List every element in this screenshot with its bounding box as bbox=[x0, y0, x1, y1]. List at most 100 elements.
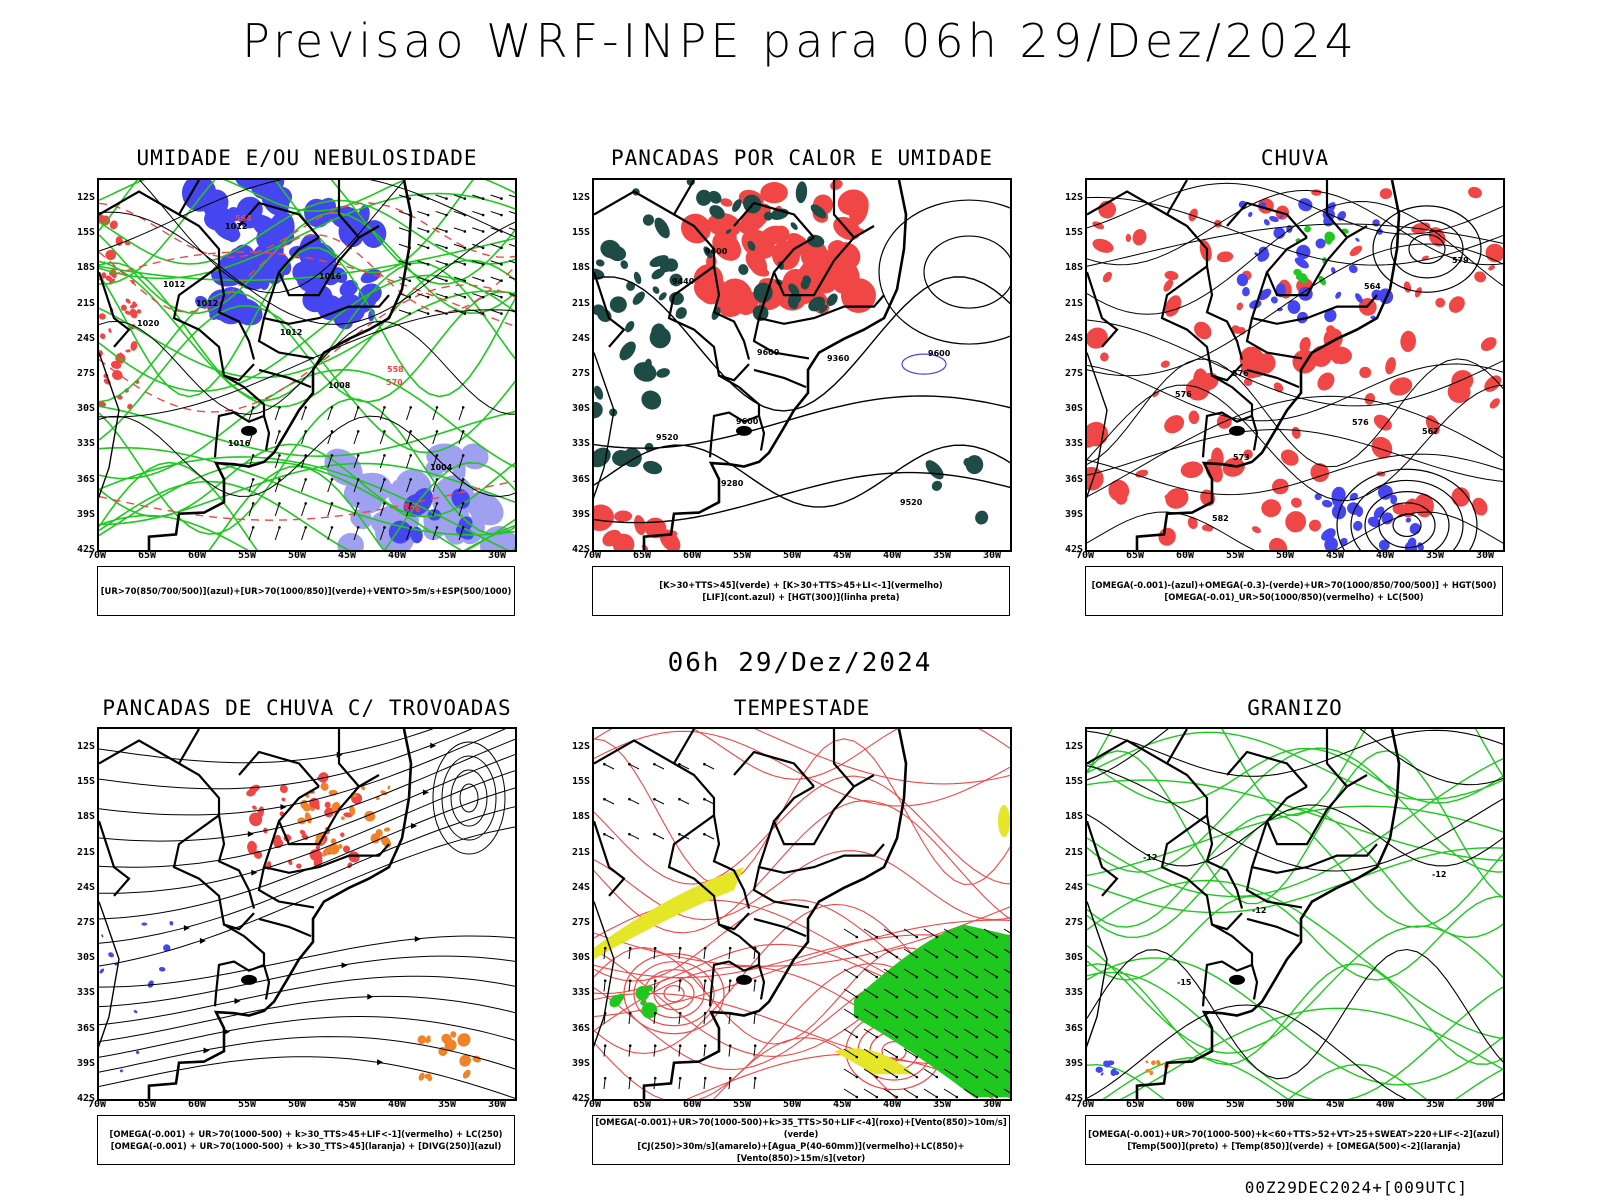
map-borders bbox=[99, 729, 413, 1099]
lon-tick-label: 40W bbox=[882, 550, 902, 561]
legend-box-tempestade: [OMEGA(-0.001)+UR>70(1000-500)+k>35_TTS>… bbox=[592, 1115, 1010, 1165]
legend-line: [OMEGA(-0.001) + UR>70(1000-500) + k>30_… bbox=[109, 1129, 503, 1139]
lon-tick-label: 40W bbox=[387, 1099, 407, 1110]
lon-tick-label: 30W bbox=[1475, 550, 1495, 561]
lat-tick-label: 39S bbox=[1064, 1057, 1083, 1069]
map-canvas-granizo: -12 -12 -15 -12 bbox=[1087, 729, 1503, 1099]
lon-tick-label: 35W bbox=[1425, 1099, 1445, 1110]
map-canvas-pancadas-por-calor-e-umidade: 9600 9600 9600 9520 9520 9440 9360 9280 9600 bbox=[594, 180, 1010, 550]
lon-tick-label: 65W bbox=[632, 1099, 652, 1110]
lon-tick-label: 50W bbox=[782, 550, 802, 561]
legend-line: [OMEGA(-0.001) + UR>70(1000-500) + k>30_… bbox=[110, 1141, 502, 1151]
legend-box-pancadas-de-chuva-c-trovoadas: [OMEGA(-0.001) + UR>70(1000-500) + k>30_… bbox=[97, 1115, 515, 1165]
legend-line: [OMEGA(-0.001)+UR>70(1000-500)+k<60+TTS>… bbox=[1088, 1129, 1500, 1139]
lon-tick-label: 40W bbox=[387, 550, 407, 561]
lat-tick-label: 12S bbox=[76, 741, 95, 752]
lat-tick-label: 42S bbox=[571, 544, 590, 555]
contour-label: 1008 bbox=[328, 381, 351, 390]
lat-tick-label: 12S bbox=[571, 192, 590, 203]
panel-title-umidade-e-ou-nebulosidade: UMIDADE E/OU NEBULOSIDADE bbox=[136, 146, 478, 170]
lon-tick-label: 65W bbox=[137, 1099, 157, 1110]
main-title: Previsao WRF-INPE para 06h 29/Dez/2024 bbox=[242, 14, 1358, 68]
lat-tick-label: 21S bbox=[1064, 846, 1083, 858]
valid-time-label: 06h 29/Dez/2024 bbox=[667, 648, 933, 678]
lat-tick-label: 24S bbox=[571, 332, 590, 344]
panel-title-chuva: CHUVA bbox=[1260, 146, 1330, 170]
contour-label: 1012 bbox=[225, 222, 247, 231]
lat-tick-label: 30S bbox=[1064, 952, 1083, 964]
lon-tick-label: 40W bbox=[882, 1099, 902, 1110]
contour-label: 558 bbox=[387, 365, 404, 374]
legend-box-umidade-e-ou-nebulosidade: [UR>70(850/700/500)](azul)+[UR>70(1000/8… bbox=[97, 566, 515, 616]
lon-tick-label: 45W bbox=[832, 1099, 852, 1110]
panel-title-granizo: GRANIZO bbox=[1247, 696, 1343, 720]
contour-label: 9360 bbox=[827, 354, 850, 363]
lon-tick-label: 40W bbox=[1375, 1099, 1395, 1110]
lat-tick-label: 30S bbox=[1064, 403, 1083, 415]
lon-tick-label: 70W bbox=[582, 550, 602, 561]
lat-tick-label: 42S bbox=[1064, 544, 1083, 555]
lat-tick-label: 21S bbox=[571, 297, 590, 309]
lon-tick-label: 70W bbox=[1075, 1099, 1095, 1110]
lon-tick-label: 55W bbox=[1225, 1099, 1245, 1110]
contour-label: 564 bbox=[1364, 282, 1381, 291]
lon-tick-label: 70W bbox=[87, 1099, 107, 1110]
lon-tick-label: 45W bbox=[337, 1099, 357, 1110]
legend-line: [Temp(500)](preto) + [Temp(850)](verde) … bbox=[1127, 1141, 1461, 1151]
lat-tick-label: 33S bbox=[76, 438, 95, 450]
lat-tick-label: 33S bbox=[1064, 438, 1083, 450]
lon-tick-label: 65W bbox=[137, 550, 157, 561]
map-panel-umidade-e-ou-nebulosidade: 1012 1012 1012 1012 1016 1016 1020 1008 1004 570 5… bbox=[97, 178, 517, 552]
lat-tick-label: 15S bbox=[571, 227, 590, 239]
lat-tick-label: 24S bbox=[1064, 332, 1083, 344]
lat-tick-label: 18S bbox=[76, 262, 95, 274]
lat-tick-label: 27S bbox=[76, 917, 95, 928]
lat-tick-label: 39S bbox=[571, 1057, 590, 1069]
map-borders bbox=[594, 180, 908, 550]
lon-tick-label: 50W bbox=[287, 550, 307, 561]
map-panel-granizo: -12 -12 -15 -12 bbox=[1085, 727, 1505, 1101]
contour-label: 9600 bbox=[705, 247, 728, 256]
lat-tick-label: 18S bbox=[1064, 811, 1083, 823]
lon-tick-label: 50W bbox=[287, 1099, 307, 1110]
contour-label: -15 bbox=[1177, 978, 1192, 987]
contour-label: -12 bbox=[1432, 870, 1446, 879]
contour-label: 570 bbox=[386, 378, 403, 387]
lat-tick-label: 24S bbox=[76, 881, 95, 893]
lat-tick-label: 33S bbox=[571, 438, 590, 450]
lon-tick-label: 55W bbox=[1225, 550, 1245, 561]
lat-tick-label: 15S bbox=[76, 776, 95, 788]
panel-title-tempestade: TEMPESTADE bbox=[733, 696, 871, 720]
lon-tick-label: 55W bbox=[732, 1099, 752, 1110]
lat-tick-label: 18S bbox=[571, 811, 590, 823]
contour-label: -12 bbox=[1143, 853, 1157, 862]
lat-tick-label: 15S bbox=[76, 227, 95, 239]
panel-title-pancadas-de-chuva-c-trovoadas: PANCADAS DE CHUVA C/ TROVOADAS bbox=[102, 696, 512, 720]
contour-label: 9600 bbox=[928, 349, 951, 358]
lon-tick-label: 45W bbox=[832, 550, 852, 561]
lat-tick-label: 12S bbox=[1064, 741, 1083, 752]
lon-tick-label: 30W bbox=[487, 550, 507, 561]
lat-tick-label: 33S bbox=[76, 987, 95, 999]
lat-tick-label: 36S bbox=[1064, 473, 1083, 485]
legend-line: [UR>70(850/700/500)](azul)+[UR>70(1000/8… bbox=[100, 586, 512, 596]
lon-tick-label: 55W bbox=[732, 550, 752, 561]
lat-tick-label: 33S bbox=[571, 987, 590, 999]
lat-tick-label: 42S bbox=[76, 544, 95, 555]
lat-tick-label: 42S bbox=[1064, 1093, 1083, 1104]
map-panel-tempestade bbox=[592, 727, 1012, 1101]
contour-label: 1020 bbox=[137, 319, 160, 328]
lat-tick-label: 30S bbox=[76, 403, 95, 415]
lon-tick-label: 35W bbox=[932, 1099, 952, 1110]
legend-line: [CJ(250)>30m/s](amarelo)+[Agua_P(40-60mm… bbox=[637, 1141, 965, 1163]
legend-box-chuva: [OMEGA(-0.001)-(azul)+OMEGA(-0.3)-(verde… bbox=[1085, 566, 1503, 616]
lon-tick-label: 65W bbox=[632, 550, 652, 561]
lat-tick-label: 21S bbox=[571, 846, 590, 858]
lon-tick-label: 65W bbox=[1125, 1099, 1145, 1110]
lon-tick-label: 70W bbox=[1075, 550, 1095, 561]
map-canvas-tempestade bbox=[594, 729, 1010, 1099]
legend-box-pancadas-por-calor-e-umidade: [K>30+TTS>45](verde) + [K>30+TTS>45+LI<-… bbox=[592, 566, 1010, 616]
lat-tick-label: 36S bbox=[76, 473, 95, 485]
lon-tick-label: 30W bbox=[982, 550, 1002, 561]
map-borders bbox=[1087, 729, 1401, 1099]
